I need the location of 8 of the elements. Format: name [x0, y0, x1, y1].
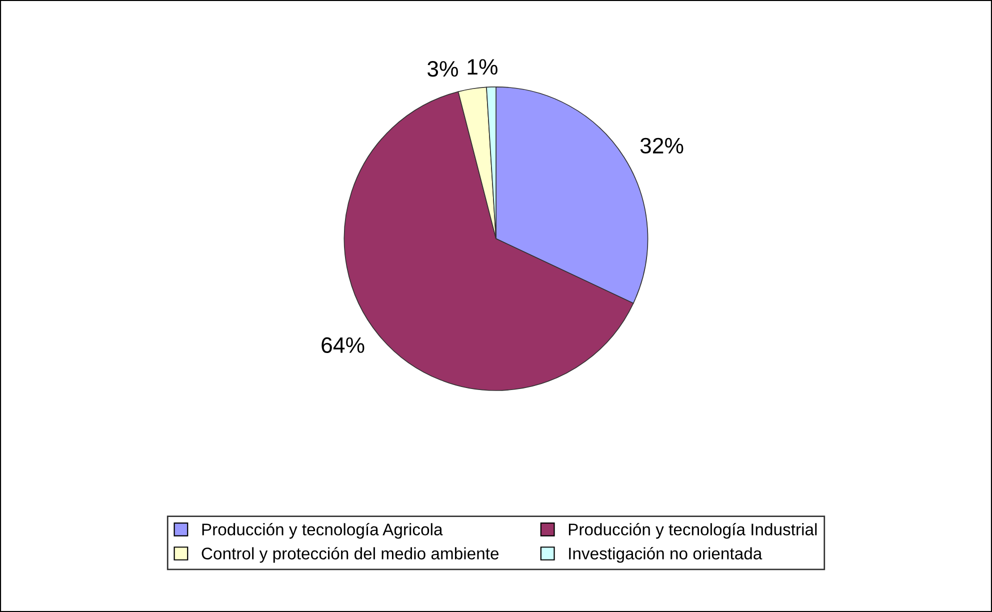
- legend-label: Producción y tecnología Agricola: [202, 522, 443, 539]
- data-label: 64%: [322, 337, 364, 353]
- legend-label: Control y protección del medio ambiente: [202, 547, 499, 563]
- data-label: 1%: [468, 59, 498, 75]
- legend-label: Investigación no orientada: [569, 547, 762, 563]
- data-label: 32%: [640, 138, 684, 154]
- data-label: 3%: [428, 61, 458, 77]
- legend-label: Producción y tecnología Industrial: [568, 522, 817, 539]
